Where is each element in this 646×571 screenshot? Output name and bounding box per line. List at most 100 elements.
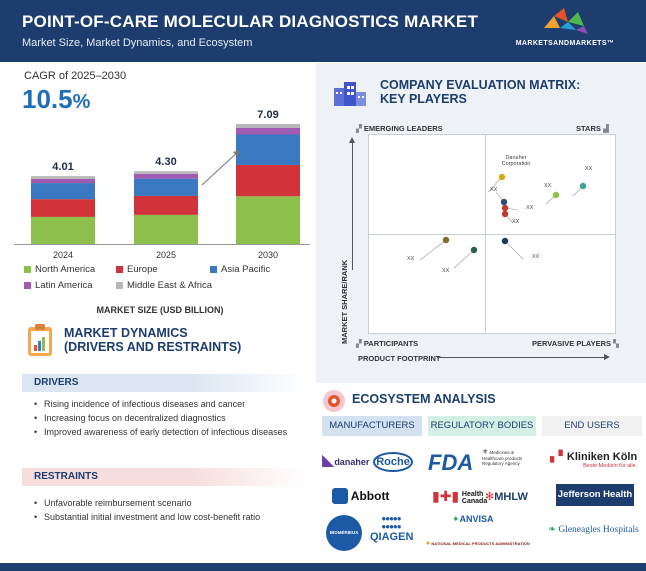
anvisa-text: ANVISA xyxy=(459,514,494,524)
danaher-text: danaher xyxy=(334,457,370,467)
end-users-header: END USERS xyxy=(542,416,642,436)
bar-2024-europe xyxy=(31,199,95,217)
bar-total-label: 4.30 xyxy=(155,156,176,168)
anvisa-mark-icon: ✦ xyxy=(452,514,460,524)
clipboard-chart-icon xyxy=(26,323,54,357)
bar-total-label: 4.01 xyxy=(52,161,73,173)
matrix-company-point xyxy=(501,204,509,212)
header-banner: POINT-OF-CARE MOLECULAR DIAGNOSTICS MARK… xyxy=(0,0,646,62)
page-subtitle: Market Size, Market Dynamics, and Ecosys… xyxy=(22,37,253,49)
bar-chart-icon: ▞ xyxy=(356,124,364,133)
placeholder-label: XX xyxy=(585,166,593,172)
legend-item: Asia Pacific xyxy=(210,264,270,275)
cagr-label: CAGR of 2025–2030 xyxy=(24,70,127,82)
drivers-heading: DRIVERS xyxy=(22,374,307,392)
mhra-text: Medicines & Healthcare products Regulato… xyxy=(482,450,523,466)
bar-2025-europe xyxy=(134,195,198,215)
leader-line xyxy=(419,239,447,261)
manufacturers-header: MANUFACTURERS xyxy=(322,416,422,436)
quadrant-participants: ▞ PARTICIPANTS xyxy=(356,339,418,348)
bar-2025-middle-east-africa xyxy=(134,171,198,174)
x-tick-label: 2024 xyxy=(53,250,73,260)
matrix-points xyxy=(419,173,587,269)
legend-label: Europe xyxy=(127,264,158,275)
buildings-icon xyxy=(330,78,370,108)
qiagen-dots-icon: ●●●●● ●●●●● xyxy=(381,514,401,531)
legend-label: North America xyxy=(35,264,96,275)
bar-2025-latin-america xyxy=(134,173,198,179)
driver-item: Increasing focus on decentralized diagno… xyxy=(34,413,287,423)
danaher-mark-icon: ◣ xyxy=(322,452,335,469)
gleneagles-logo: ❧ Gleneagles Hospitals xyxy=(548,524,639,535)
danaher-corporation-label: Danaher Corporation xyxy=(496,155,536,167)
matrix-y-axis-label: MARKET SHARE/RANK xyxy=(340,259,349,344)
restraint-item: Unfavorable reimbursement scenario xyxy=(34,498,260,508)
placeholder-label: XX xyxy=(526,205,534,211)
legend-swatch xyxy=(116,265,123,273)
legend-item: Middle East & Africa xyxy=(116,280,212,291)
quadrant-emerging-leaders: ▞ EMERGING LEADERS xyxy=(356,124,443,133)
regulatory-bodies-header: REGULATORY BODIES xyxy=(428,416,536,436)
qiagen-text: QIAGEN xyxy=(370,531,414,543)
placeholder-label: XX xyxy=(512,219,520,225)
biomerieux-logo: BIOMÉRIEUX xyxy=(326,515,362,551)
leader-line xyxy=(487,176,503,193)
company-label-line2: Corporation xyxy=(501,161,531,167)
placeholder-label: XX xyxy=(490,187,498,193)
mhra-logo: ⚜ Medicines & Healthcare products Regula… xyxy=(482,449,536,467)
kliniken-mark-icon: ▖▘ xyxy=(550,451,567,463)
legend-item: North America xyxy=(24,264,95,275)
matrix-company-point xyxy=(498,173,506,181)
kliniken-koln-text: Kliniken Köln xyxy=(566,451,638,463)
placeholder-label: XX xyxy=(442,268,450,274)
quadrant-pervasive-label: PERVASIVE PLAYERS xyxy=(532,339,612,348)
abbott-mark-icon xyxy=(332,488,348,504)
chart-x-axis-title: MARKET SIZE (USD BILLION) xyxy=(96,305,224,315)
matrix-company-point xyxy=(501,210,509,218)
restraints-heading: RESTRAINTS xyxy=(22,468,307,486)
nmpa-text: NATIONAL MEDICAL PRODUCTS ADMINISTRATION xyxy=(431,541,530,546)
ecosystem-icon xyxy=(322,389,346,413)
driver-item: Rising incidence of infectious diseases … xyxy=(34,399,287,409)
mhlw-text: MHLW xyxy=(494,491,528,503)
bar-2030-latin-america xyxy=(236,127,300,135)
footer-bar xyxy=(0,563,646,571)
restraints-list: Unfavorable reimbursement scenario Subst… xyxy=(34,498,260,526)
dynamics-title-line2: (DRIVERS AND RESTRAINTS) xyxy=(64,340,242,354)
x-axis-arrow xyxy=(437,354,610,360)
qiagen-logo: ●●●●● ●●●●● QIAGEN xyxy=(370,514,414,544)
jefferson-health-logo: Jefferson Health xyxy=(556,484,634,506)
quadrant-participants-label: PARTICIPANTS xyxy=(363,339,419,348)
legend-label: Latin America xyxy=(35,280,93,291)
anvisa-logo: ✦ANVISA xyxy=(452,514,494,525)
leader-line xyxy=(453,249,475,269)
x-tick-label: 2030 xyxy=(258,250,278,260)
legend-swatch xyxy=(24,281,31,289)
matrix-title-line1: COMPANY EVALUATION MATRIX: xyxy=(380,78,581,92)
page-title: POINT-OF-CARE MOLECULAR DIAGNOSTICS MARK… xyxy=(22,12,479,31)
y-axis-arrow xyxy=(349,137,355,270)
ecosystem-title: ECOSYSTEM ANALYSIS xyxy=(352,392,496,406)
legend-label: Middle East & Africa xyxy=(127,280,213,291)
matrix-title: COMPANY EVALUATION MATRIX: KEY PLAYERS xyxy=(380,78,580,106)
legend-swatch xyxy=(210,265,217,273)
matrix-title-line2: KEY PLAYERS xyxy=(380,92,467,106)
company-label-line1: Danaher xyxy=(505,155,527,161)
bar-2025-north-america xyxy=(134,214,198,244)
driver-item: Improved awareness of early detection of… xyxy=(34,427,287,437)
growth-arrow-head xyxy=(233,150,240,157)
matrix-company-point xyxy=(579,182,587,190)
leader-line xyxy=(504,240,524,260)
danaher-logo: ◣danaher xyxy=(322,450,369,470)
matrix-x-axis-label: PRODUCT FOOTPRINT xyxy=(358,354,441,363)
market-dynamics-title: MARKET DYNAMICS (DRIVERS AND RESTRAINTS) xyxy=(64,326,241,354)
restraint-item: Substantial initial investment and low c… xyxy=(34,512,260,522)
logo-mark-icon xyxy=(544,8,588,34)
drivers-list: Rising incidence of infectious diseases … xyxy=(34,399,287,441)
mhlw-logo: ✻MHLW xyxy=(485,490,528,503)
legend-swatch xyxy=(24,265,31,273)
gleneagles-text: Gleneagles Hospitals xyxy=(558,525,639,535)
marketsandmarkets-logo: MARKETSANDMARKETS™ xyxy=(500,8,630,54)
kliniken-koln-title: ▖▘Kliniken Köln xyxy=(550,450,637,463)
kliniken-koln-logo: ▖▘Kliniken Köln Beste Medizin für alle. xyxy=(550,450,637,469)
